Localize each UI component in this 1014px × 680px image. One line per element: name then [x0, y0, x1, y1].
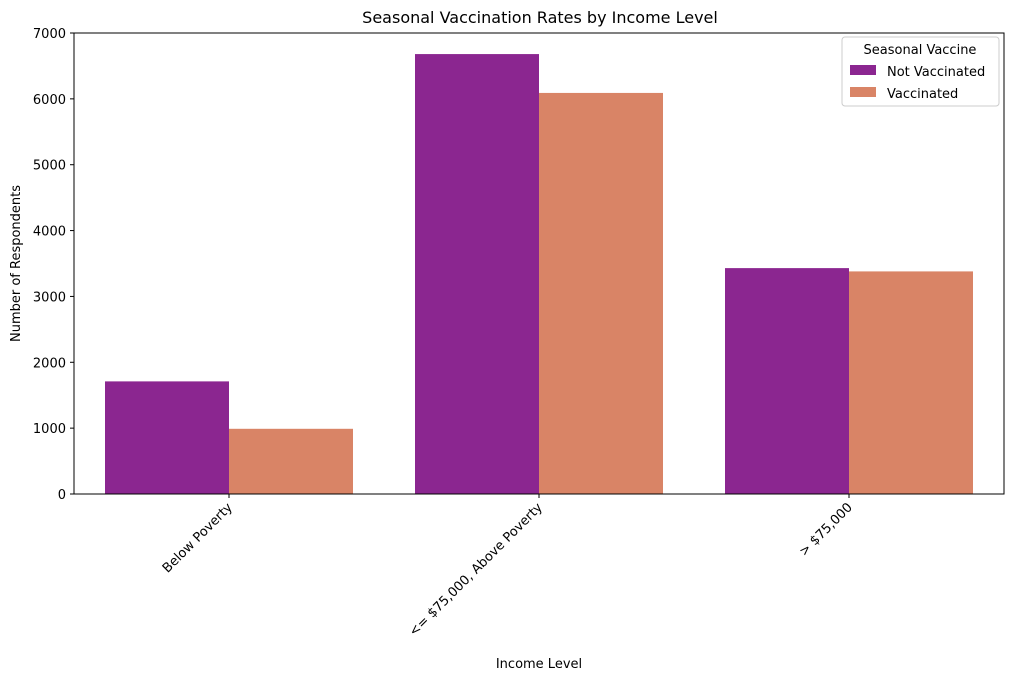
bars-group — [105, 54, 973, 495]
bar-vaccinated-2 — [849, 271, 973, 494]
y-tick-label: 3000 — [33, 290, 66, 305]
y-axis-label: Number of Respondents — [9, 185, 24, 342]
bar-vaccinated-0 — [229, 428, 353, 494]
legend-label-vaccinated: Vaccinated — [887, 87, 958, 102]
x-axis-label: Income Level — [496, 657, 582, 672]
y-tick-label: 6000 — [33, 93, 66, 108]
y-tick-label: 1000 — [33, 422, 66, 437]
y-axis: 0 1000 2000 3000 4000 5000 6000 7000 — [33, 27, 74, 503]
bar-not-vaccinated-1 — [415, 54, 539, 495]
x-tick-label: <= $75,000, Above Poverty — [407, 500, 547, 640]
legend-label-not-vaccinated: Not Vaccinated — [887, 65, 985, 80]
x-tick-label: > $75,000 — [797, 500, 856, 559]
legend-box — [841, 36, 1000, 107]
legend: Seasonal Vaccine Not Vaccinated Vaccinat… — [841, 36, 1000, 107]
y-tick-label: 2000 — [33, 356, 66, 371]
bar-not-vaccinated-2 — [725, 268, 849, 494]
bar-not-vaccinated-0 — [105, 381, 229, 494]
y-tick-label: 4000 — [33, 225, 66, 240]
chart-title: Seasonal Vaccination Rates by Income Lev… — [362, 8, 718, 27]
x-axis: Below Poverty <= $75,000, Above Poverty > … — [160, 494, 856, 640]
legend-swatch-vaccinated — [850, 87, 876, 97]
y-tick-label: 5000 — [33, 159, 66, 174]
y-tick-label: 7000 — [33, 27, 66, 42]
legend-swatch-not-vaccinated — [850, 65, 876, 75]
y-tick-label: 0 — [58, 488, 66, 503]
x-tick-label: Below Poverty — [160, 500, 236, 576]
bar-vaccinated-1 — [539, 92, 663, 495]
legend-title: Seasonal Vaccine — [864, 43, 977, 58]
